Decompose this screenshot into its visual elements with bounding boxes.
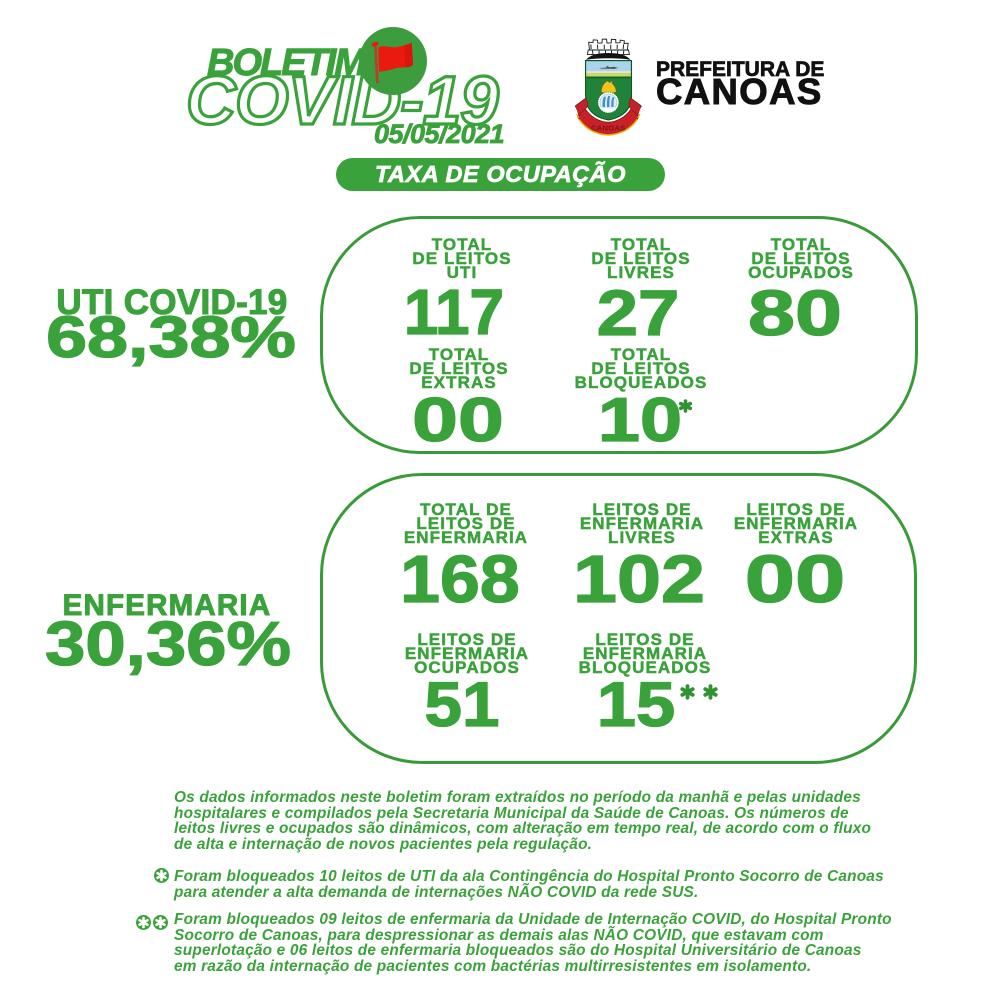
svg-text:CANOAS: CANOAS [591,123,626,132]
